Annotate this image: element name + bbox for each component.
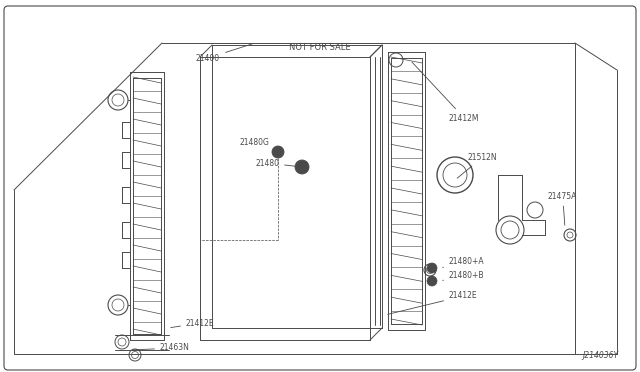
Text: J214036Y: J214036Y [582, 351, 618, 360]
Text: NOT FOR SALE: NOT FOR SALE [289, 43, 351, 52]
Circle shape [295, 160, 309, 174]
Text: 21512N: 21512N [457, 153, 498, 178]
Text: 21480+B: 21480+B [443, 270, 484, 280]
Text: 21412E: 21412E [388, 292, 477, 314]
Text: 21480+A: 21480+A [443, 257, 484, 267]
Text: 21412M: 21412M [412, 62, 479, 122]
Text: 21400: 21400 [196, 44, 252, 62]
Text: 21480G: 21480G [240, 138, 275, 151]
Text: 21412E: 21412E [171, 318, 214, 328]
Text: 21475A: 21475A [548, 192, 577, 225]
Text: 21480: 21480 [255, 158, 300, 167]
Circle shape [427, 276, 437, 286]
Circle shape [272, 146, 284, 158]
Text: 21463N: 21463N [132, 343, 190, 353]
Circle shape [427, 263, 437, 273]
